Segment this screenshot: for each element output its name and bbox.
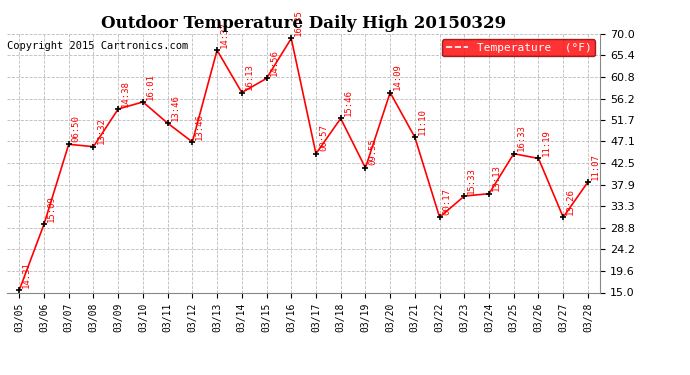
Text: Copyright 2015 Cartronics.com: Copyright 2015 Cartronics.com bbox=[7, 41, 188, 51]
Text: 15:33: 15:33 bbox=[467, 167, 476, 194]
Text: 13:46: 13:46 bbox=[195, 113, 204, 140]
Legend: Temperature  (°F): Temperature (°F) bbox=[442, 39, 595, 56]
Text: 15:09: 15:09 bbox=[47, 195, 56, 222]
Text: 11:10: 11:10 bbox=[418, 108, 427, 135]
Text: 00:17: 00:17 bbox=[442, 188, 451, 215]
Text: 11:07: 11:07 bbox=[591, 153, 600, 180]
Text: 13:13: 13:13 bbox=[492, 165, 501, 191]
Title: Outdoor Temperature Daily High 20150329: Outdoor Temperature Daily High 20150329 bbox=[101, 15, 506, 32]
Text: 14:09: 14:09 bbox=[393, 63, 402, 90]
Text: 11:19: 11:19 bbox=[542, 129, 551, 156]
Text: 16:35: 16:35 bbox=[294, 9, 303, 36]
Text: 13:32: 13:32 bbox=[97, 117, 106, 144]
Text: 16:13: 16:13 bbox=[245, 63, 254, 90]
Text: 00:57: 00:57 bbox=[319, 124, 328, 152]
Text: 06:50: 06:50 bbox=[72, 115, 81, 142]
Text: 09:55: 09:55 bbox=[368, 139, 377, 165]
Text: 14:56: 14:56 bbox=[270, 49, 279, 76]
Text: 13:26: 13:26 bbox=[566, 188, 575, 215]
Text: 16:01: 16:01 bbox=[146, 73, 155, 100]
Text: 14:37: 14:37 bbox=[220, 21, 229, 48]
Text: 16:33: 16:33 bbox=[517, 124, 526, 152]
Text: 14:38: 14:38 bbox=[121, 80, 130, 106]
Text: 13:46: 13:46 bbox=[170, 94, 179, 121]
Text: 14:31: 14:31 bbox=[22, 261, 31, 288]
Text: 15:46: 15:46 bbox=[344, 89, 353, 116]
